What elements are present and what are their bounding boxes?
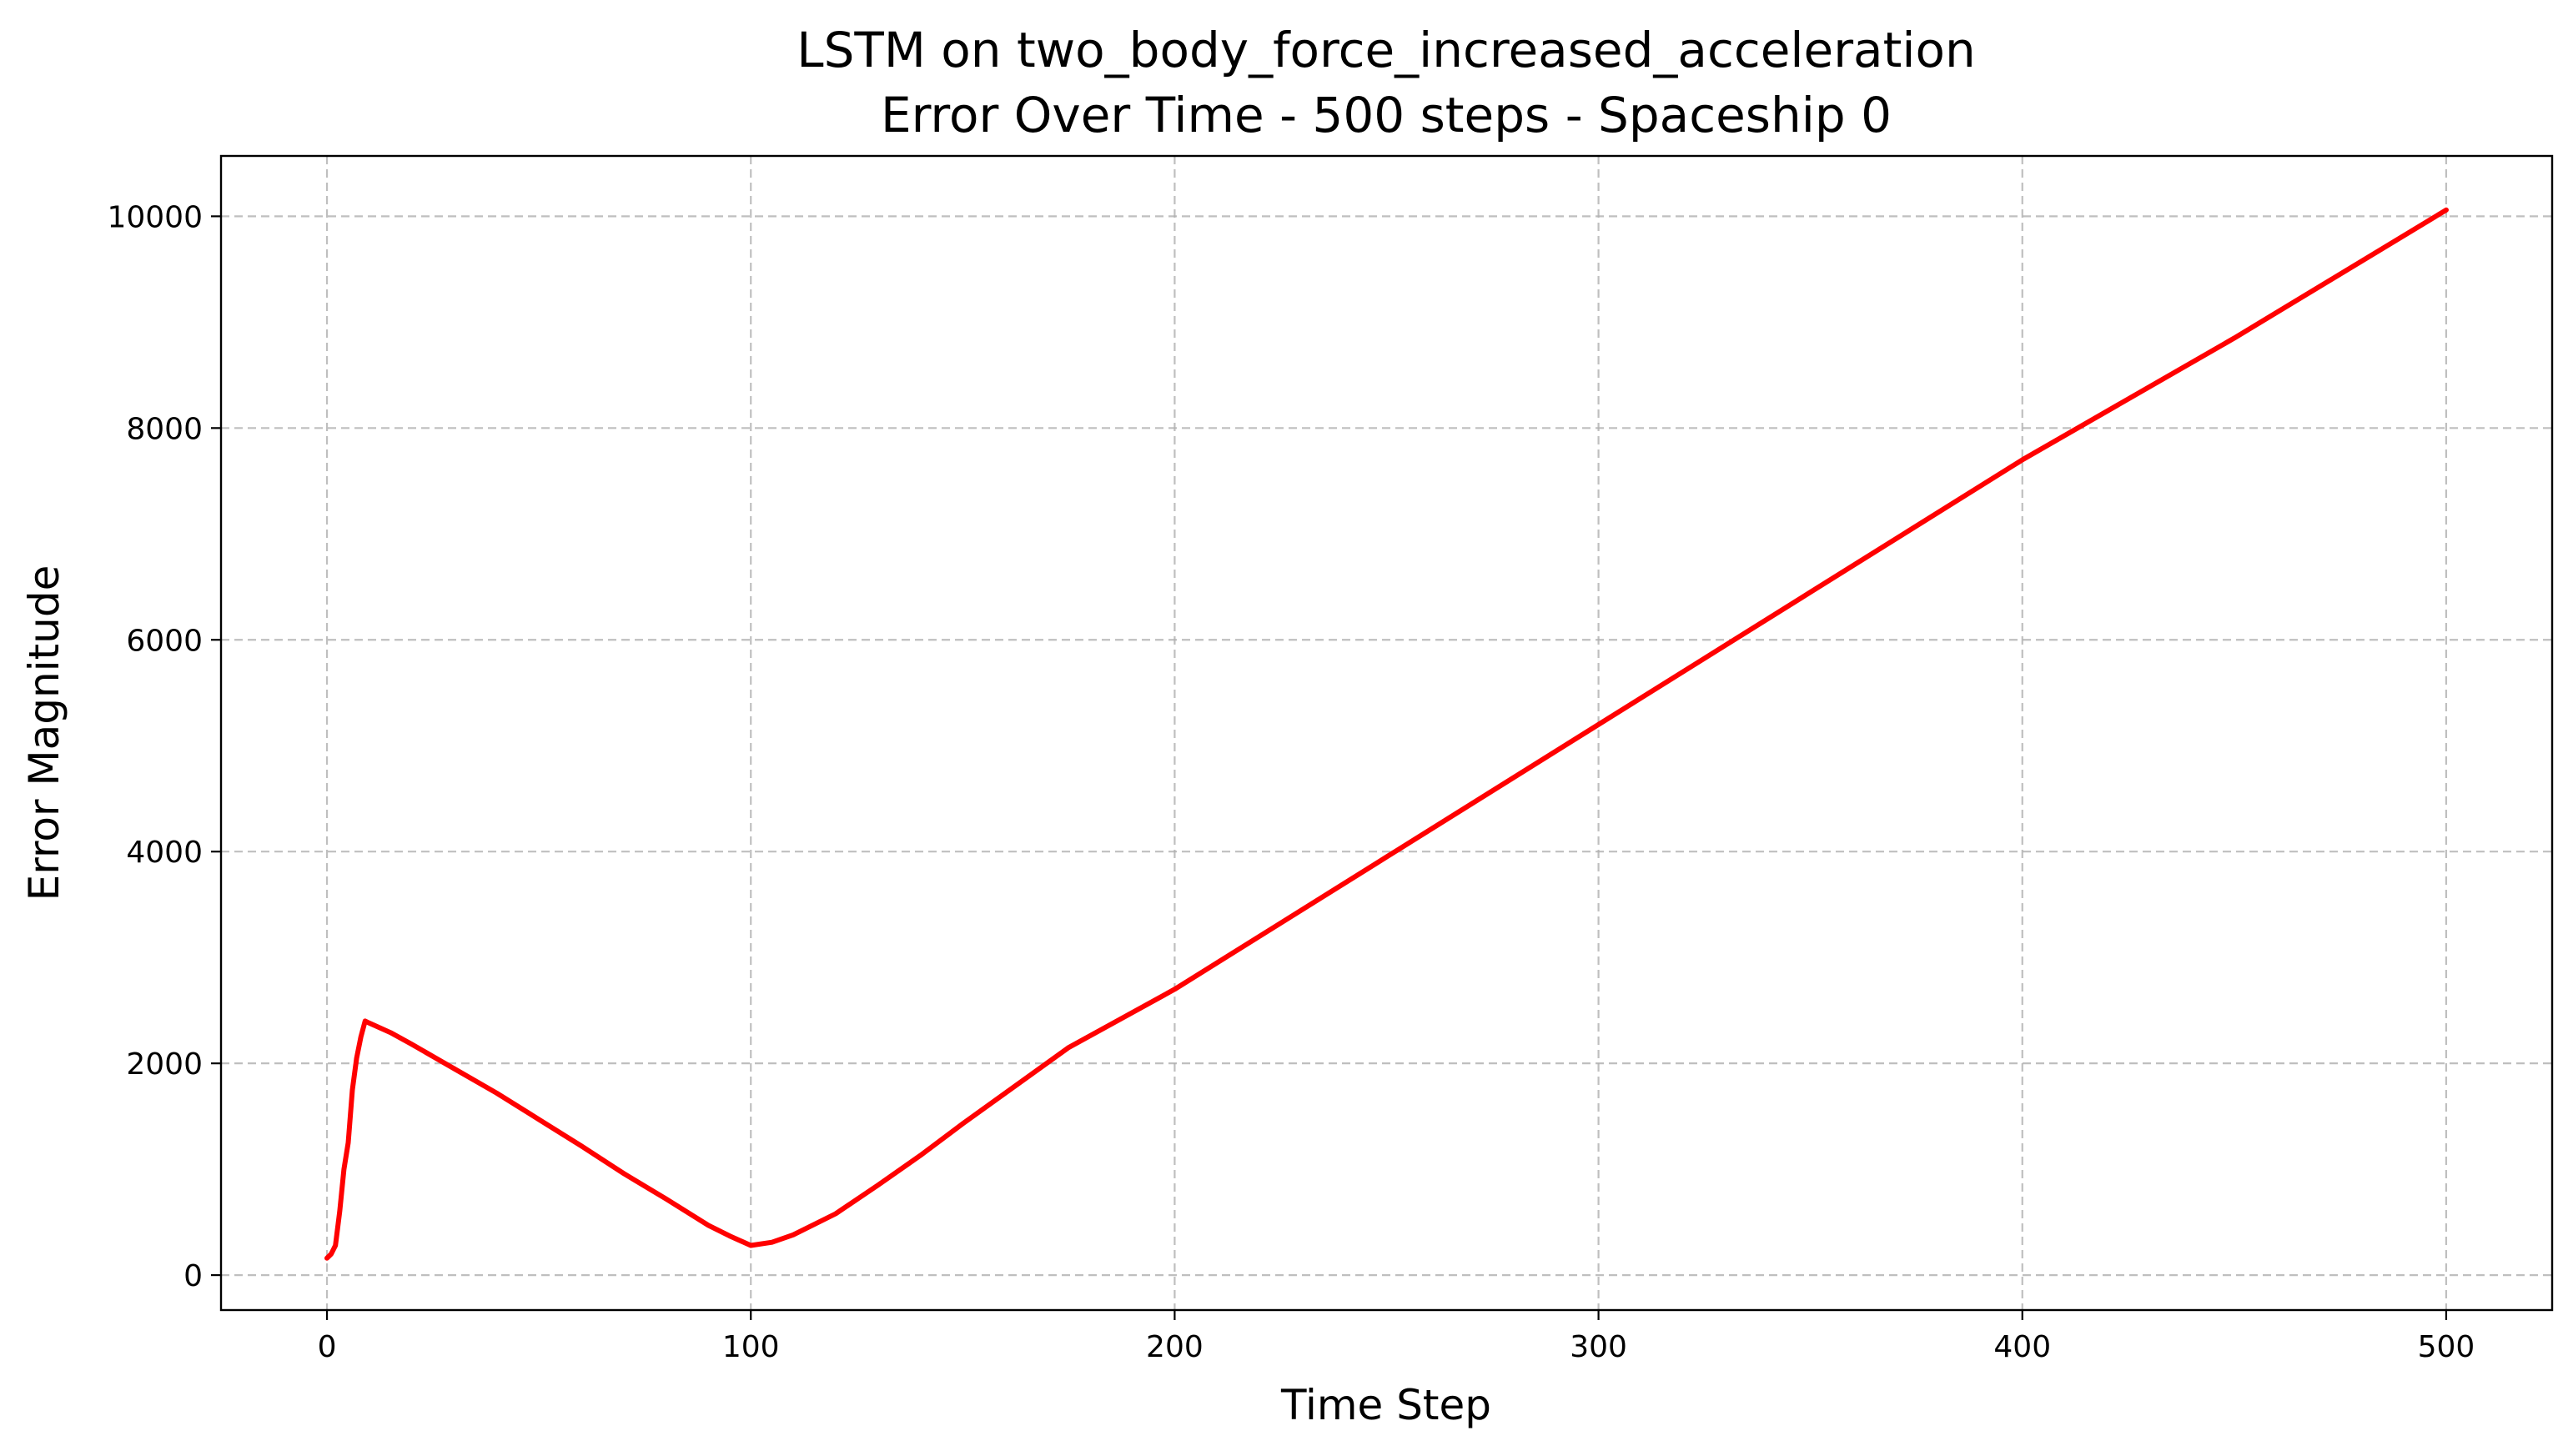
grid-lines	[221, 156, 2552, 1310]
x-tick-label: 100	[722, 1330, 780, 1364]
x-tick-label: 0	[318, 1330, 337, 1364]
y-tick-label: 6000	[126, 624, 203, 658]
y-tick-label: 8000	[126, 412, 203, 446]
series-layer	[324, 207, 2449, 1261]
x-tick-label: 200	[1146, 1330, 1204, 1364]
x-tick-label: 300	[1570, 1330, 1627, 1364]
series-line	[324, 207, 2449, 1261]
y-tick-label: 10000	[107, 200, 203, 234]
y-tick-label: 4000	[126, 836, 203, 870]
y-tick-label: 0	[183, 1259, 203, 1293]
x-tick-label: 500	[2418, 1330, 2475, 1364]
chart-title: LSTM on two_body_force_increased_acceler…	[797, 22, 1975, 78]
x-tick-label: 400	[1993, 1330, 2051, 1364]
axis-ticks: 0 100 200 300 400 500 0 2000 4000 6000 8000 10000	[107, 200, 2475, 1364]
plot-frame	[219, 154, 2554, 1312]
y-axis-label: Error Magnitude	[20, 565, 68, 901]
x-axis-label: Time Step	[1280, 1381, 1491, 1429]
chart-subtitle: Error Over Time - 500 steps - Spaceship …	[881, 87, 1892, 143]
y-tick-label: 2000	[126, 1047, 203, 1082]
